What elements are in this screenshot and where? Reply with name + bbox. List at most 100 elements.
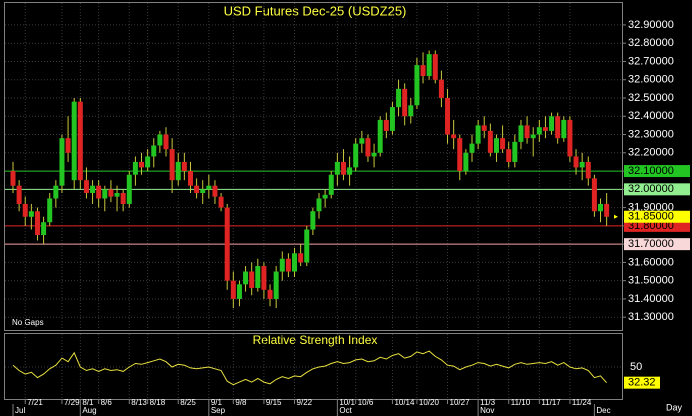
candle-body [28, 211, 34, 217]
candle-body [463, 152, 469, 172]
candle-body [230, 280, 236, 299]
candle-body [41, 222, 47, 236]
candle-body [224, 207, 230, 281]
candle-body [389, 107, 395, 131]
candle-body [108, 189, 114, 197]
candle-body [279, 258, 285, 272]
level-label: 32.10000 [628, 165, 674, 177]
candle-body [194, 185, 200, 193]
x-tick-label: 11/17 [541, 398, 561, 407]
candle-body [22, 203, 28, 217]
last-price-arrow [614, 214, 618, 219]
x-tick-label: 8/18 [150, 398, 166, 407]
candle-body [402, 88, 408, 117]
y-tick-label: 32.70000 [628, 55, 674, 67]
x-tick-label: 9/8 [235, 398, 247, 407]
candle-body [604, 203, 610, 217]
candle-body [322, 194, 328, 199]
candle-body [481, 125, 487, 131]
candle-body [555, 116, 561, 139]
x-tick-label: 10/27 [450, 398, 471, 407]
candle-body [145, 156, 151, 168]
candle-body [200, 189, 206, 193]
candle-body [457, 138, 463, 172]
candle-body [83, 180, 89, 193]
candle-body [120, 192, 126, 204]
candle-body [90, 185, 96, 193]
x-tick-label: 7/29 [64, 398, 80, 407]
candle-body [316, 198, 322, 212]
candle-body [285, 258, 291, 272]
candle-body [59, 138, 65, 186]
month-label: Dec [596, 406, 610, 415]
candle-body [292, 253, 298, 272]
month-label: Nov [480, 406, 494, 415]
level-label: 31.70000 [628, 238, 674, 250]
candle-body [273, 271, 279, 299]
gap-note: No Gaps [12, 318, 44, 327]
rsi-last-box [624, 376, 660, 389]
candle-body [549, 116, 555, 131]
level-box [624, 183, 690, 196]
x-tick-label: 9/15 [266, 398, 282, 407]
y-tick-label: 32.90000 [628, 19, 674, 31]
level-box [624, 238, 690, 251]
y-tick-label: 32.50000 [628, 92, 674, 104]
level-box [624, 165, 690, 178]
x-tick-label: 8/13 [131, 398, 147, 407]
candle-body [493, 138, 499, 153]
candle-body [579, 161, 585, 168]
candle-body [334, 161, 340, 175]
candle-body [371, 152, 377, 157]
y-tick-label: 31.40000 [628, 293, 674, 305]
x-tick-label: 8/6 [101, 398, 113, 407]
candle-body [353, 143, 359, 168]
x-tick-label: 11/10 [511, 398, 531, 407]
candle-body [34, 211, 40, 236]
candle-body [414, 65, 420, 106]
candle-body [506, 149, 512, 162]
x-tick-label: 9/1 [211, 398, 223, 407]
y-tick-label: 32.80000 [628, 37, 674, 49]
candle-body [139, 161, 145, 168]
candle-body [71, 101, 77, 181]
x-tick-label: 10/20 [419, 398, 440, 407]
candle-body [438, 79, 444, 98]
price-panel [4, 2, 623, 331]
period-label: Day [666, 402, 683, 412]
month-label: Jul [15, 406, 25, 415]
candle-body [102, 189, 108, 199]
candle-body [561, 119, 567, 139]
candle-body [530, 134, 536, 139]
level-box [624, 219, 690, 232]
candle-body [475, 125, 481, 144]
rsi-panel [4, 333, 623, 400]
candle-body [236, 284, 242, 299]
candle-body [212, 185, 218, 197]
candle-body [310, 211, 316, 230]
x-tick-label: 9/22 [297, 398, 313, 407]
candle-body [169, 149, 175, 181]
candle-body [243, 271, 249, 285]
candle-body [10, 171, 16, 186]
candle-body [420, 65, 426, 77]
x-tick-label: 10/1 [339, 398, 355, 407]
candle-body [181, 161, 187, 172]
candle-body [249, 271, 255, 288]
month-label: Oct [339, 406, 352, 415]
candle-body [261, 266, 267, 290]
candle-body [512, 141, 518, 162]
candle-body [16, 185, 22, 204]
x-tick-label: 10/14 [394, 398, 415, 407]
candle-body [383, 119, 389, 131]
candle-body [536, 127, 542, 135]
y-tick-label: 32.20000 [628, 147, 674, 159]
candle-body [114, 192, 120, 197]
candle-body [267, 289, 273, 299]
candle-body [328, 174, 334, 195]
y-tick-label: 31.60000 [628, 256, 674, 268]
x-tick-label: 7/21 [27, 398, 43, 407]
candle-body [304, 229, 310, 263]
level-label: 32.00000 [628, 183, 674, 195]
